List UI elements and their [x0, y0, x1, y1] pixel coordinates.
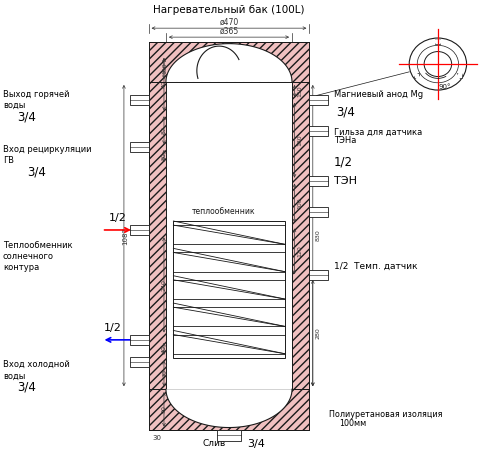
Text: 3/4: 3/4	[18, 380, 36, 393]
Text: ТЭНа: ТЭНа	[334, 136, 356, 145]
Text: 120: 120	[298, 245, 302, 257]
Text: Вход рециркуляции
ГВ: Вход рециркуляции ГВ	[3, 144, 92, 165]
Bar	[310, 127, 328, 136]
Text: 100: 100	[162, 63, 167, 74]
Text: 90°: 90°	[439, 84, 452, 90]
Text: 100мм: 100мм	[339, 419, 366, 428]
Text: 280: 280	[316, 327, 321, 339]
Bar	[130, 357, 148, 367]
Text: 180: 180	[298, 134, 302, 146]
Text: 150: 150	[298, 85, 302, 97]
Bar	[148, 82, 166, 389]
FancyBboxPatch shape	[414, 73, 419, 78]
Text: 3/4: 3/4	[18, 111, 36, 123]
Text: Слив: Слив	[202, 440, 226, 448]
Text: Магниевый анод Mg: Магниевый анод Mg	[334, 90, 423, 99]
Bar	[216, 430, 242, 441]
Text: ø470: ø470	[220, 18, 238, 27]
Text: Теплообменник
солнечного
контура: Теплообменник солнечного контура	[3, 241, 72, 272]
Polygon shape	[166, 44, 292, 82]
Text: ø365: ø365	[220, 27, 238, 36]
Text: 240: 240	[162, 279, 167, 291]
Text: ТЭН: ТЭН	[334, 175, 357, 186]
Bar	[166, 82, 292, 389]
Bar	[310, 207, 328, 217]
Bar	[310, 175, 328, 186]
Text: 1/2: 1/2	[104, 323, 122, 333]
Bar	[292, 82, 310, 389]
Text: 1087: 1087	[122, 227, 128, 244]
Text: Выход горячей
воды: Выход горячей воды	[3, 90, 70, 110]
Text: теплообменник: теплообменник	[192, 207, 256, 216]
Bar	[174, 221, 284, 358]
Bar	[130, 335, 148, 345]
Text: 250: 250	[222, 342, 235, 348]
Text: 30: 30	[153, 435, 162, 441]
Text: 90: 90	[162, 405, 167, 413]
Text: 50: 50	[162, 152, 167, 160]
Bar	[130, 225, 148, 235]
Text: 3/4: 3/4	[28, 165, 46, 178]
Text: 40: 40	[162, 345, 167, 353]
Text: 1/2: 1/2	[109, 213, 127, 223]
Text: Полиуретановая изоляция: Полиуретановая изоляция	[329, 410, 442, 419]
FancyBboxPatch shape	[436, 39, 440, 44]
Text: 40: 40	[162, 80, 167, 88]
Text: Вход холодной
воды: Вход холодной воды	[3, 360, 70, 380]
Text: 3/4: 3/4	[247, 440, 265, 449]
Text: 1/2: 1/2	[334, 155, 353, 168]
Bar	[310, 270, 328, 280]
Text: 100: 100	[298, 197, 302, 209]
Text: Нагревательный бак (100L): Нагревательный бак (100L)	[153, 5, 304, 15]
Text: Гильза для датчика: Гильза для датчика	[334, 128, 422, 137]
Text: 3/4: 3/4	[336, 106, 355, 119]
Bar	[148, 42, 310, 82]
Text: 87: 87	[162, 126, 167, 134]
Polygon shape	[166, 389, 292, 428]
Bar	[310, 95, 328, 105]
Text: 70: 70	[162, 370, 167, 377]
Text: 830: 830	[316, 230, 321, 241]
Bar	[130, 142, 148, 152]
Bar	[148, 389, 310, 430]
Bar	[130, 95, 148, 105]
FancyBboxPatch shape	[457, 73, 462, 78]
Text: 1/2  Темп. датчик: 1/2 Темп. датчик	[334, 262, 417, 271]
